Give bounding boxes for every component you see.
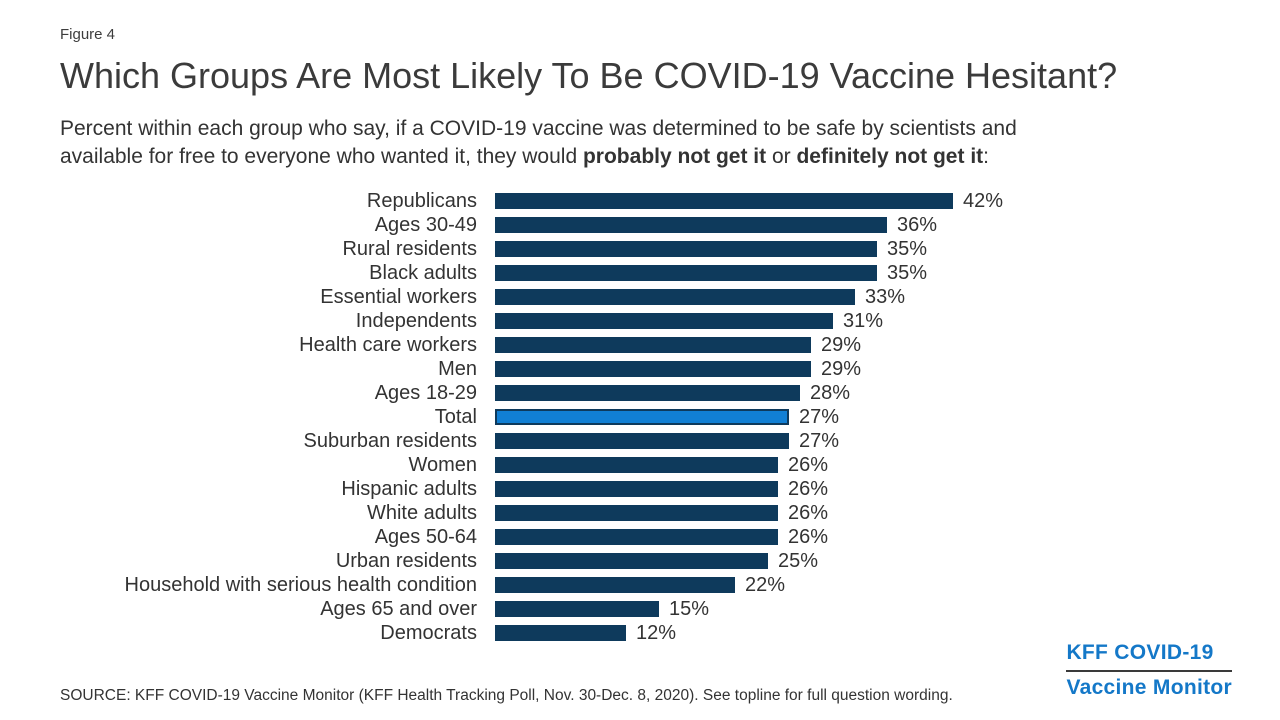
chart-row: Democrats 12%	[60, 621, 1280, 645]
bar-label: Ages 18-29	[374, 381, 477, 404]
bar-label: White adults	[366, 501, 477, 524]
subtitle-bold-probably: probably not get it	[582, 145, 767, 168]
bar	[495, 313, 833, 329]
bar-value: 26%	[788, 453, 829, 476]
chart-row: Ages 50-64 26%	[60, 525, 1280, 549]
kff-logo: KFF COVID-19 Vaccine Monitor	[1066, 641, 1232, 700]
bar-value: 12%	[636, 621, 677, 644]
bar-value: 35%	[887, 261, 928, 284]
bar-label: Democrats	[380, 621, 477, 644]
chart-row: Black adults 35%	[60, 261, 1280, 285]
bar	[495, 361, 811, 377]
bar-label: Women	[408, 453, 477, 476]
chart-row: White adults 26%	[60, 501, 1280, 525]
bar-highlighted	[495, 409, 789, 425]
chart-row: Health care workers 29%	[60, 333, 1280, 357]
page-title: Which Groups Are Most Likely To Be COVID…	[60, 55, 1118, 96]
bar-value: 28%	[810, 381, 851, 404]
chart-row: Urban residents 25%	[60, 549, 1280, 573]
bar-value: 31%	[843, 309, 884, 332]
logo-line2: Vaccine Monitor	[1066, 676, 1232, 699]
figure-label: Figure 4	[60, 26, 116, 43]
bar	[495, 193, 953, 209]
bar-value: 33%	[865, 285, 906, 308]
bar	[495, 265, 877, 281]
bar	[495, 553, 768, 569]
chart-row: Ages 65 and over 15%	[60, 597, 1280, 621]
bar-value: 22%	[745, 573, 786, 596]
bar	[495, 625, 626, 641]
bar-value: 26%	[788, 477, 829, 500]
bar-label: Black adults	[369, 261, 477, 284]
bar-chart: Republicans 42% Ages 30-49 36% Rural residen…	[60, 189, 1280, 645]
bar-label: Total	[434, 405, 477, 428]
bar-value: 27%	[799, 429, 840, 452]
bar-label: Essential workers	[320, 285, 477, 308]
bar	[495, 529, 778, 545]
bar-value: 29%	[821, 357, 862, 380]
bar-value: 35%	[887, 237, 928, 260]
bar	[495, 385, 800, 401]
bar	[495, 217, 887, 233]
bar	[495, 433, 789, 449]
bar-value: 15%	[669, 597, 710, 620]
subtitle-line2-colon: :	[983, 145, 989, 168]
bar-value: 25%	[778, 549, 819, 572]
chart-row: Women 26%	[60, 453, 1280, 477]
bar-label: Hispanic adults	[341, 477, 477, 500]
bar	[495, 601, 659, 617]
bar-value: 29%	[821, 333, 862, 356]
bar-value: 26%	[788, 525, 829, 548]
subtitle-line2-or: or	[766, 145, 797, 168]
bar-label: Rural residents	[342, 237, 477, 260]
chart-row: Rural residents 35%	[60, 237, 1280, 261]
chart-row: Ages 30-49 36%	[60, 213, 1280, 237]
bar	[495, 457, 778, 473]
bar	[495, 505, 778, 521]
bar-label: Suburban residents	[303, 429, 477, 452]
bar-value: 42%	[963, 189, 1004, 212]
bar-value: 27%	[799, 405, 840, 428]
chart-row: Republicans 42%	[60, 189, 1280, 213]
bar-label: Urban residents	[335, 549, 477, 572]
subtitle: Percent within each group who say, if a …	[60, 115, 1280, 171]
chart-row: Total 27%	[60, 405, 1280, 429]
source-note: SOURCE: KFF COVID-19 Vaccine Monitor (KF…	[60, 687, 953, 704]
chart-row: Independents 31%	[60, 309, 1280, 333]
subtitle-bold-definitely: definitely not get it	[796, 145, 984, 168]
chart-row: Ages 18-29 28%	[60, 381, 1280, 405]
bar-label: Ages 30-49	[374, 213, 477, 236]
subtitle-line1: Percent within each group who say, if a …	[60, 117, 1017, 140]
chart-row: Suburban residents 27%	[60, 429, 1280, 453]
bar	[495, 241, 877, 257]
bar-label: Independents	[355, 309, 477, 332]
bar	[495, 481, 778, 497]
bar-label: Ages 50-64	[374, 525, 477, 548]
subtitle-line2-lead: available for free to everyone who wante…	[60, 145, 583, 168]
bar-label: Ages 65 and over	[320, 597, 477, 620]
logo-line1: KFF COVID-19	[1066, 641, 1232, 672]
bar	[495, 577, 735, 593]
chart-row: Hispanic adults 26%	[60, 477, 1280, 501]
chart-row: Men 29%	[60, 357, 1280, 381]
bar-value: 26%	[788, 501, 829, 524]
bar-label: Household with serious health condition	[124, 573, 477, 596]
chart-row: Household with serious health condition 2…	[60, 573, 1280, 597]
bar-label: Health care workers	[299, 333, 477, 356]
bar	[495, 289, 855, 305]
bar-label: Men	[438, 357, 477, 380]
chart-row: Essential workers 33%	[60, 285, 1280, 309]
bar	[495, 337, 811, 353]
bar-label: Republicans	[366, 189, 477, 212]
bar-value: 36%	[897, 213, 938, 236]
